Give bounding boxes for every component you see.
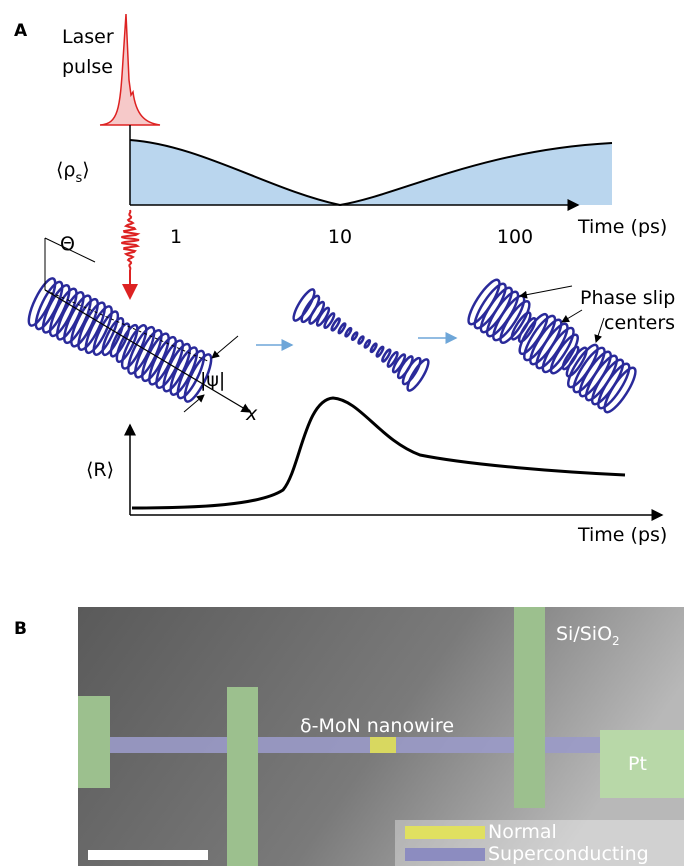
helix-turn <box>323 312 336 330</box>
helix-turn <box>386 350 399 368</box>
pt-label: Pt <box>628 753 647 775</box>
helix-turn <box>70 297 99 348</box>
helix-turn <box>109 322 131 358</box>
electrode <box>600 730 684 798</box>
helix-turn <box>363 338 372 349</box>
helix-turn <box>597 362 631 410</box>
helix-turn <box>183 353 213 403</box>
helix-turn <box>127 325 156 375</box>
helices <box>27 277 637 414</box>
helix-turn <box>120 324 148 370</box>
guide <box>44 237 96 263</box>
arrow <box>594 317 605 343</box>
laser-text: Laser <box>62 26 114 48</box>
helix-turn <box>330 317 341 332</box>
rho-label: ⟨ρs⟩ <box>56 159 90 186</box>
substrate-label: Si/SiO2 <box>556 623 620 648</box>
electrode <box>227 687 258 866</box>
helix-turn <box>292 288 316 322</box>
psi: |ψ| <box>200 369 225 391</box>
arrow <box>211 335 239 359</box>
helix-turn <box>92 310 120 356</box>
laser-text: pulse <box>62 56 113 78</box>
tick-label: 100 <box>497 226 533 248</box>
electrode <box>78 696 110 788</box>
helix-turn <box>315 306 331 327</box>
helix-turn <box>541 326 575 374</box>
helix-turn <box>499 300 531 344</box>
axis <box>44 289 252 413</box>
theta: Θ <box>60 233 75 255</box>
panel-label: B <box>14 619 27 639</box>
helix-turn <box>381 348 392 363</box>
legend-swatch <box>405 826 485 839</box>
r-label: ⟨R⟩ <box>86 459 114 481</box>
legend-text: Normal <box>488 821 557 843</box>
light-wave <box>121 209 141 271</box>
scale-bar <box>88 850 208 860</box>
helix-turn <box>115 323 139 364</box>
helix-turn <box>375 345 385 358</box>
laser-pulse <box>99 13 161 126</box>
helix-turn <box>401 356 422 386</box>
nanowire-label: δ-MoN nanowire <box>300 715 454 737</box>
panel-label: A <box>14 21 28 41</box>
tick-label: 1 <box>170 226 182 248</box>
legend-swatch <box>405 848 485 861</box>
helix-turn <box>77 301 106 351</box>
helix-turn <box>406 358 430 392</box>
tick-label: 10 <box>328 226 352 248</box>
electrode <box>514 607 545 808</box>
helix-turn <box>176 349 206 400</box>
x-label: x <box>245 403 258 425</box>
arrow <box>519 285 573 299</box>
helix-turn <box>101 316 125 357</box>
r-curve <box>131 396 626 510</box>
helix-turn <box>549 333 579 375</box>
helix-turn <box>565 346 588 378</box>
annotation: centers <box>604 312 675 334</box>
helix-turn <box>369 342 378 354</box>
helix-turn <box>84 305 113 355</box>
axis-label: Time (ps) <box>577 216 667 238</box>
sem-image <box>78 607 684 866</box>
rho-area <box>130 140 612 205</box>
arrow <box>183 394 205 413</box>
normal-region <box>370 737 396 753</box>
helix-turn <box>337 322 347 335</box>
annotation: Phase slip <box>580 287 675 309</box>
helix-turn <box>357 335 365 345</box>
helix-turn <box>603 366 637 414</box>
helix-turn <box>350 331 359 342</box>
guide <box>44 289 211 363</box>
axis-label: Time (ps) <box>577 524 667 546</box>
helix-turn <box>344 326 353 338</box>
legend-text: Superconducting <box>488 843 649 865</box>
helix-turn <box>517 317 537 343</box>
arrow <box>561 309 583 323</box>
